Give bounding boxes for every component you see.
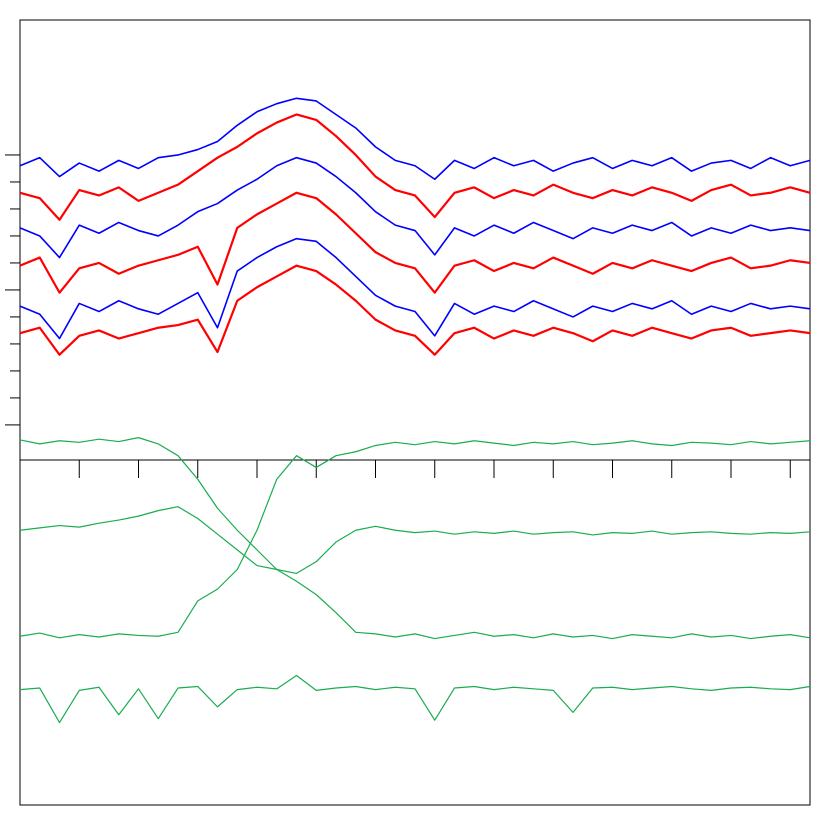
plot-frame: [19, 19, 811, 806]
series-line: [19, 437, 811, 640]
series-line: [19, 674, 811, 724]
series-line: [19, 191, 811, 294]
series-line: [19, 440, 811, 639]
series-line: [19, 156, 811, 259]
series-line: [19, 113, 811, 221]
series-line: [19, 97, 811, 181]
series-line: [19, 237, 811, 340]
series-line: [19, 506, 811, 575]
series-line: [19, 264, 811, 356]
